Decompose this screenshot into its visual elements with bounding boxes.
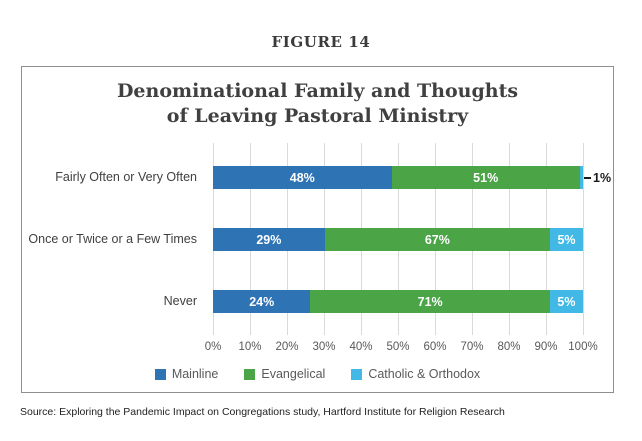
x-tick-label: 0%	[204, 341, 222, 353]
bar-segment: 71%	[310, 290, 550, 313]
chart-title-line-2: of Leaving Pastoral Ministry	[166, 105, 469, 128]
segment-value-callout: 1%	[584, 166, 611, 189]
x-tick-label: 90%	[534, 341, 558, 353]
legend-item: Catholic & Orthodox	[351, 367, 480, 381]
x-axis: 0% 10% 20% 30% 40% 50% 60% 70% 80% 90% 100%	[205, 341, 598, 357]
chart-title: Denominational Family and Thoughts of Le…	[22, 79, 613, 129]
legend-swatch	[351, 368, 363, 380]
legend-label: Evangelical	[261, 367, 326, 381]
legend-item: Mainline	[154, 367, 219, 381]
bar-row: Once or Twice or a Few Times 29% 67% 5%	[28, 228, 583, 251]
bar-segment: 29%	[213, 228, 325, 251]
bar-segment: 67%	[324, 228, 550, 251]
x-tick-label: 40%	[349, 341, 373, 353]
legend-label: Mainline	[171, 367, 219, 381]
x-tick-label: 100%	[568, 341, 598, 353]
x-tick-label: 80%	[497, 341, 521, 353]
x-tick-label: 50%	[386, 341, 410, 353]
figure-label: FIGURE 14	[271, 33, 371, 51]
segment-value-label: 24%	[249, 294, 275, 309]
legend-swatch	[244, 368, 256, 380]
legend-label: Catholic & Orthodox	[368, 367, 481, 381]
x-tick-label: 10%	[238, 341, 262, 353]
segment-value-label: 29%	[256, 232, 282, 247]
chart-frame: Denominational Family and Thoughts of Le…	[21, 66, 614, 393]
bar-segment: 5%	[549, 290, 583, 313]
gridline	[583, 143, 584, 335]
x-tick-label: 30%	[312, 341, 336, 353]
segment-value-label: 71%	[417, 294, 443, 309]
bar-segment	[579, 166, 583, 189]
callout-leader-dash	[584, 176, 591, 179]
category-label: Once or Twice or a Few Times	[28, 232, 197, 246]
bar-segment: 51%	[391, 166, 580, 189]
legend-swatch	[154, 368, 166, 380]
legend: Mainline Evangelical Catholic & Orthodox	[22, 367, 613, 381]
bar-segment: 48%	[213, 166, 392, 189]
bar-segment: 24%	[213, 290, 311, 313]
source-note: Source: Exploring the Pandemic Impact on…	[20, 406, 505, 418]
category-label: Fairly Often or Very Often	[55, 170, 197, 184]
segment-value-label: 1%	[593, 170, 612, 185]
plot-area: Fairly Often or Very Often 48% 51% 1% Once o…	[28, 143, 611, 353]
x-tick-label: 70%	[460, 341, 484, 353]
segment-value-label: 48%	[289, 170, 315, 185]
bar-row: Never 24% 71% 5%	[164, 290, 583, 313]
category-label: Never	[163, 294, 197, 308]
bar-row: Fairly Often or Very Often 48% 51% 1%	[55, 166, 611, 189]
bar-segment: 5%	[549, 228, 583, 251]
segment-value-label: 5%	[557, 232, 576, 247]
segment-value-label: 51%	[473, 170, 499, 185]
chart-title-line-1: Denominational Family and Thoughts	[116, 80, 519, 102]
x-tick-label: 20%	[275, 341, 299, 353]
segment-value-label: 5%	[557, 294, 576, 309]
legend-item: Evangelical	[244, 367, 325, 381]
segment-value-label: 67%	[424, 232, 450, 247]
x-tick-label: 60%	[423, 341, 447, 353]
